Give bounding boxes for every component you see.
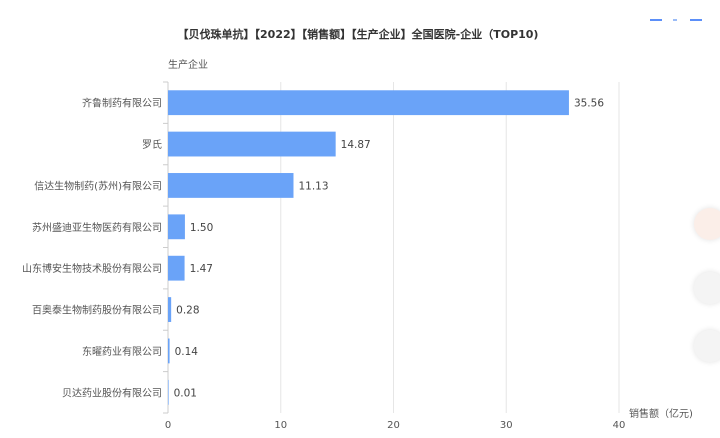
data-label: 35.56 — [574, 98, 604, 110]
bar[interactable] — [168, 255, 185, 281]
x-tick-label: 0 — [165, 420, 171, 431]
bar[interactable] — [168, 90, 569, 116]
data-label: 0.28 — [176, 305, 199, 317]
legend-toggle-icon-tertiary[interactable] — [690, 19, 702, 21]
category-label: 东曜药业有限公司 — [82, 345, 162, 358]
side-floating-button-top[interactable] — [694, 208, 720, 240]
data-label: 1.47 — [190, 263, 213, 275]
legend-toggle-icon[interactable] — [650, 19, 662, 21]
category-label: 百奥泰生物制药股份有限公司 — [32, 304, 162, 317]
y-axis-title: 生产企业 — [168, 58, 208, 71]
labels: 0 10 20 30 40 齐鲁制药有限公司 35.56 罗氏 14.87 信达生物制药(苏州)有… — [22, 97, 625, 431]
data-label: 0.01 — [174, 387, 197, 399]
x-axis-title: 销售额（亿元) — [629, 407, 693, 420]
bar[interactable] — [168, 379, 169, 405]
data-label: 11.13 — [298, 180, 328, 192]
bars — [168, 90, 569, 405]
data-label: 14.87 — [341, 139, 371, 151]
legend-toggle-icon-secondary[interactable] — [673, 19, 677, 21]
x-tick-label: 10 — [274, 420, 287, 431]
data-label: 0.14 — [175, 346, 199, 358]
x-tick-label: 20 — [387, 420, 400, 431]
x-tick-label: 40 — [613, 420, 626, 431]
category-label: 贝达药业股份有限公司 — [62, 386, 162, 399]
category-label: 苏州盛迪亚生物医药有限公司 — [32, 221, 162, 234]
side-floating-button-bottom[interactable] — [694, 330, 720, 362]
bar[interactable] — [168, 297, 172, 322]
category-label: 罗氏 — [142, 139, 162, 151]
x-tick-label: 30 — [500, 420, 513, 431]
bar[interactable] — [168, 338, 170, 364]
axes — [163, 81, 169, 414]
bar[interactable] — [168, 131, 336, 157]
bar[interactable] — [168, 214, 185, 240]
bar[interactable] — [168, 173, 294, 198]
category-label: 山东博安生物技术股份有限公司 — [22, 262, 162, 275]
chart-title: 【贝伐珠单抗】【2022】【销售额】【生产企业】全国医院-企业（TOP10) — [178, 27, 539, 41]
side-floating-button-middle[interactable] — [694, 272, 720, 304]
data-label: 1.50 — [190, 222, 213, 234]
category-label: 信达生物制药(苏州)有限公司 — [34, 179, 162, 192]
category-label: 齐鲁制药有限公司 — [82, 97, 162, 110]
